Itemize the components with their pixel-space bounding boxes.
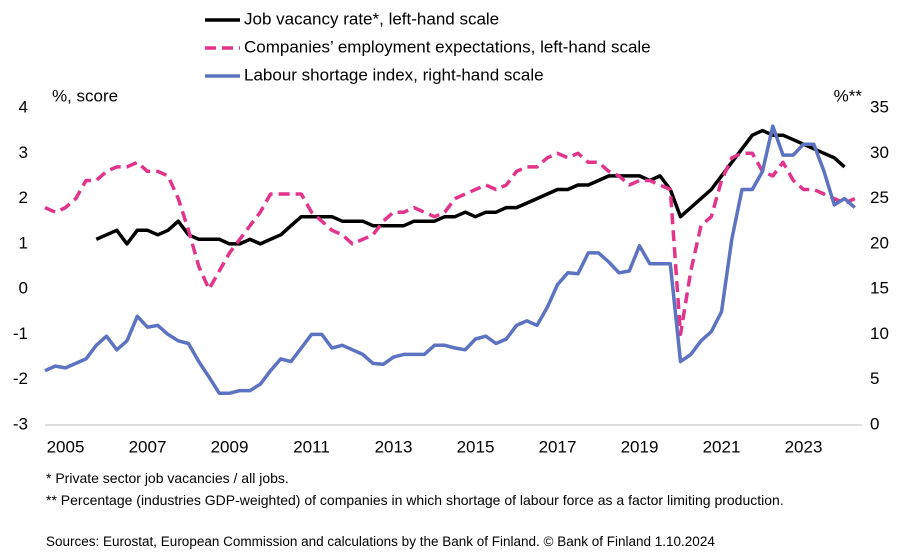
chart: %, score %** -3 -2 -1 0 1 2 3 4 0 5 10 15 20 25 30 35 20… [13,9,889,456]
legend-label: Labour shortage index, right-hand scale [244,65,544,84]
footnote: * Private sector job vacancies / all job… [46,470,289,486]
y2-tick-label: 15 [870,279,889,298]
x-tick-label: 2013 [375,437,413,456]
y-tick-label: 0 [19,279,28,298]
legend-label: Companies’ employment expectations, left… [244,37,651,56]
y2-tick-label: 25 [870,188,889,207]
y-tick-label: 2 [19,188,28,207]
y2-tick-label: 10 [870,324,889,343]
y2-tick-label: 30 [870,143,889,162]
x-tick-label: 2007 [129,437,167,456]
y-tick-label: -2 [13,369,28,388]
x-tick-label: 2009 [211,437,249,456]
x-tick-label: 2011 [293,437,330,456]
x-tick-label: 2015 [457,437,495,456]
series-line [44,151,856,337]
y-tick-label: 3 [19,143,28,162]
y-tick-label: 1 [19,233,28,252]
series-line [44,124,856,396]
series-line [95,128,846,246]
y2-axis-label: %** [834,86,863,105]
y-tick-label: 4 [19,97,28,116]
x-tick-label: 2017 [539,437,577,456]
footnote: ** Percentage (industries GDP-weighted) … [46,492,784,508]
legend-label: Job vacancy rate*, left-hand scale [244,9,499,28]
x-tick-label: 2021 [703,437,741,456]
y-tick-label: -3 [13,414,28,433]
y2-tick-label: 20 [870,233,889,252]
y-axis-label: %, score [52,86,118,105]
y2-tick-label: 0 [870,414,879,433]
footnote: Sources: Eurostat, European Commission a… [46,534,715,549]
x-tick-label: 2023 [785,437,823,456]
x-tick-label: 2005 [47,437,85,456]
x-tick-label: 2019 [621,437,659,456]
y-tick-label: -1 [13,324,28,343]
y2-tick-label: 5 [870,369,879,388]
y2-tick-label: 35 [870,97,889,116]
